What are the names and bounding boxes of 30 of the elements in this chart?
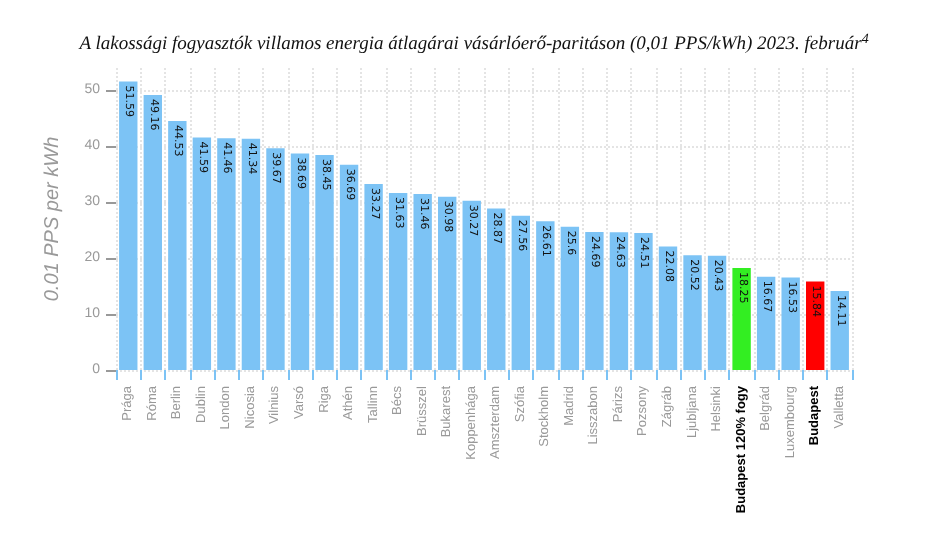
bar [732, 267, 751, 370]
bar [609, 232, 629, 370]
bar [388, 193, 408, 370]
bar [266, 148, 285, 370]
bar [830, 291, 849, 370]
bar [707, 255, 727, 370]
bar [192, 137, 212, 370]
bar [658, 246, 678, 370]
y-axis-title: 0.01 PPS per kWh [41, 135, 64, 302]
bar [315, 154, 334, 370]
bar [364, 183, 383, 370]
bar [462, 200, 481, 370]
bar [241, 138, 261, 370]
bar [290, 153, 310, 370]
bar [683, 255, 702, 370]
bar [487, 208, 506, 370]
bar [119, 81, 138, 370]
bar [634, 232, 653, 370]
bar [585, 231, 604, 370]
bar [413, 194, 432, 370]
bar [756, 276, 776, 370]
bar [560, 226, 580, 370]
bar [438, 196, 457, 370]
bar [511, 215, 530, 370]
bar [536, 221, 555, 370]
bar [339, 164, 359, 370]
bar [217, 138, 236, 370]
bar [143, 95, 162, 370]
bar [168, 120, 187, 370]
bar [781, 277, 800, 370]
